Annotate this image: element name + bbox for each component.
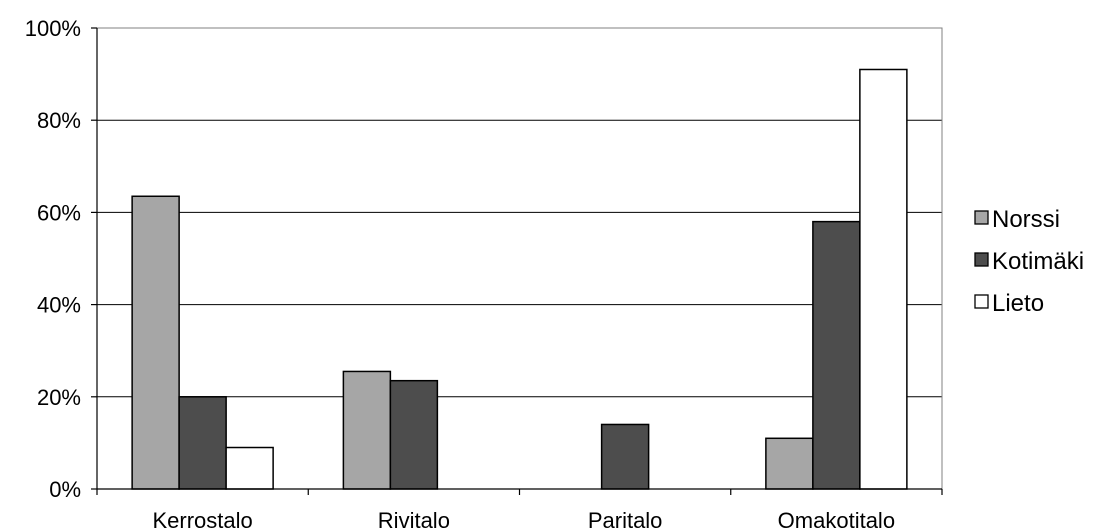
x-category-label: Rivitalo: [378, 508, 450, 531]
x-category-label: Kerrostalo: [152, 508, 252, 531]
bar-norssi-omakotitalo: [765, 437, 814, 490]
bar-kotim-ki-rivitalo: [389, 379, 439, 490]
bar-norssi-kerrostalo: [131, 195, 180, 490]
bar-lieto-kerrostalo: [225, 446, 274, 490]
y-tick-label: 100%: [25, 16, 81, 41]
bar-kotim-ki-paritalo: [600, 423, 650, 490]
x-axis-ticks: Kerrostalo Rivitalo Paritalo Omakotitalo: [96, 489, 943, 531]
bars: [131, 68, 908, 490]
gridlines: [97, 119, 942, 398]
y-tick-label: 60%: [37, 200, 81, 225]
legend-label: Norssi: [992, 206, 1060, 233]
legend-label: Lieto: [992, 290, 1044, 317]
bar-norssi-rivitalo: [342, 370, 392, 490]
legend-swatch: [974, 252, 989, 267]
y-axis-ticks: 0% 20% 40% 60% 80% 100%: [25, 16, 97, 502]
y-tick-label: 80%: [37, 108, 81, 133]
legend: Norssi Kotimäki Lieto: [974, 206, 1084, 317]
y-tick-label: 20%: [37, 385, 81, 410]
y-tick-label: 0%: [49, 477, 81, 502]
x-category-label: Paritalo: [588, 508, 663, 531]
bar-kotim-ki-kerrostalo: [178, 396, 227, 490]
bar-kotim-ki-omakotitalo: [812, 220, 861, 490]
legend-swatch: [974, 294, 989, 309]
legend-swatch: [974, 210, 989, 225]
legend-label: Kotimäki: [992, 248, 1084, 275]
x-category-label: Omakotitalo: [778, 508, 895, 531]
y-tick-label: 40%: [37, 293, 81, 318]
bar-lieto-omakotitalo: [859, 68, 908, 490]
